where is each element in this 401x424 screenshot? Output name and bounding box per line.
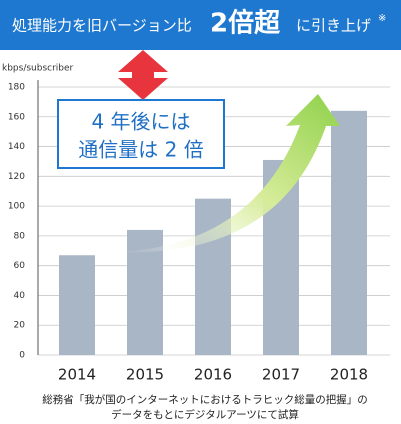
y-tick-label: 20 xyxy=(14,321,26,331)
bar xyxy=(331,110,367,355)
y-tick-label: 140 xyxy=(8,142,25,152)
annotation-line: 4 年後には xyxy=(91,110,190,134)
title-emphasis: 2倍超 xyxy=(210,8,281,39)
y-axis-label: kbps/subscriber xyxy=(2,64,74,74)
annotation-box xyxy=(57,99,225,169)
y-tick-label: 40 xyxy=(14,291,26,301)
title: 処理能力を旧バージョン比 xyxy=(12,17,192,35)
y-tick-label: 180 xyxy=(8,83,25,93)
y-tick-label: 80 xyxy=(14,231,26,241)
title-banner xyxy=(0,0,401,50)
x-tick-label: 2015 xyxy=(126,366,164,384)
growth-arrow xyxy=(118,94,340,253)
y-tick-label: 0 xyxy=(19,351,25,361)
annotation-line: 通信量は 2 倍 xyxy=(78,138,203,162)
x-tick-label: 2014 xyxy=(58,366,96,384)
y-tick-label: 160 xyxy=(8,112,25,122)
x-tick-label: 2016 xyxy=(194,366,232,384)
title-suffix: に引き上げ xyxy=(296,17,371,35)
plot: 0 20 40 60 80 100 120 140 160 180 2014 2015 2016 2017… xyxy=(8,83,390,384)
y-tick-label: 60 xyxy=(14,261,26,271)
note-line: データをもとにデジタルアーツにて試算 xyxy=(111,408,299,421)
note-line: 総務省「我が国のインターネットにおけるトラヒック総量の把握」の xyxy=(42,393,368,406)
x-tick-label: 2017 xyxy=(262,366,300,384)
y-tick-label: 100 xyxy=(8,202,25,212)
x-tick-label: 2018 xyxy=(330,366,368,384)
title-mark: ※ xyxy=(378,13,386,24)
y-tick-label: 120 xyxy=(8,172,25,182)
double-arrow xyxy=(118,50,168,100)
bar xyxy=(59,255,95,355)
